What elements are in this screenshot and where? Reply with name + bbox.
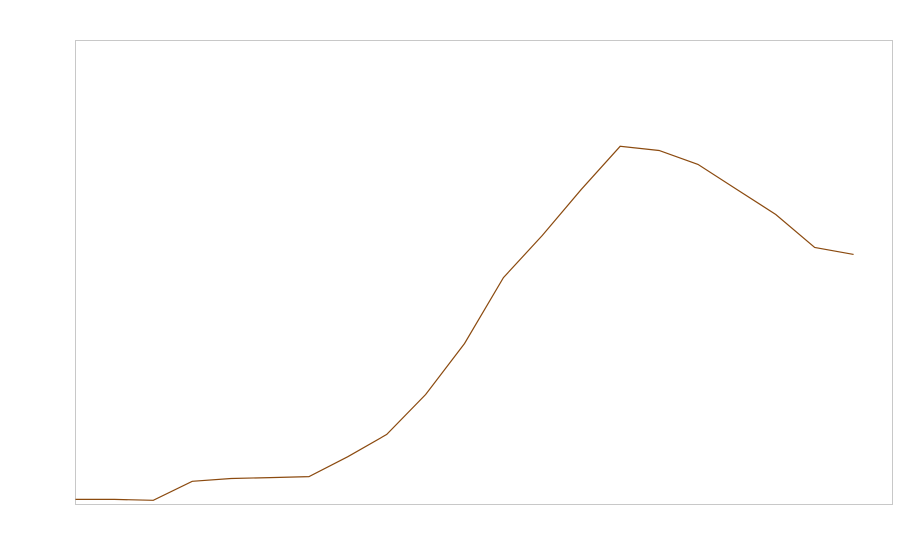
line bbox=[75, 145, 854, 501]
plot-frame bbox=[75, 40, 893, 505]
